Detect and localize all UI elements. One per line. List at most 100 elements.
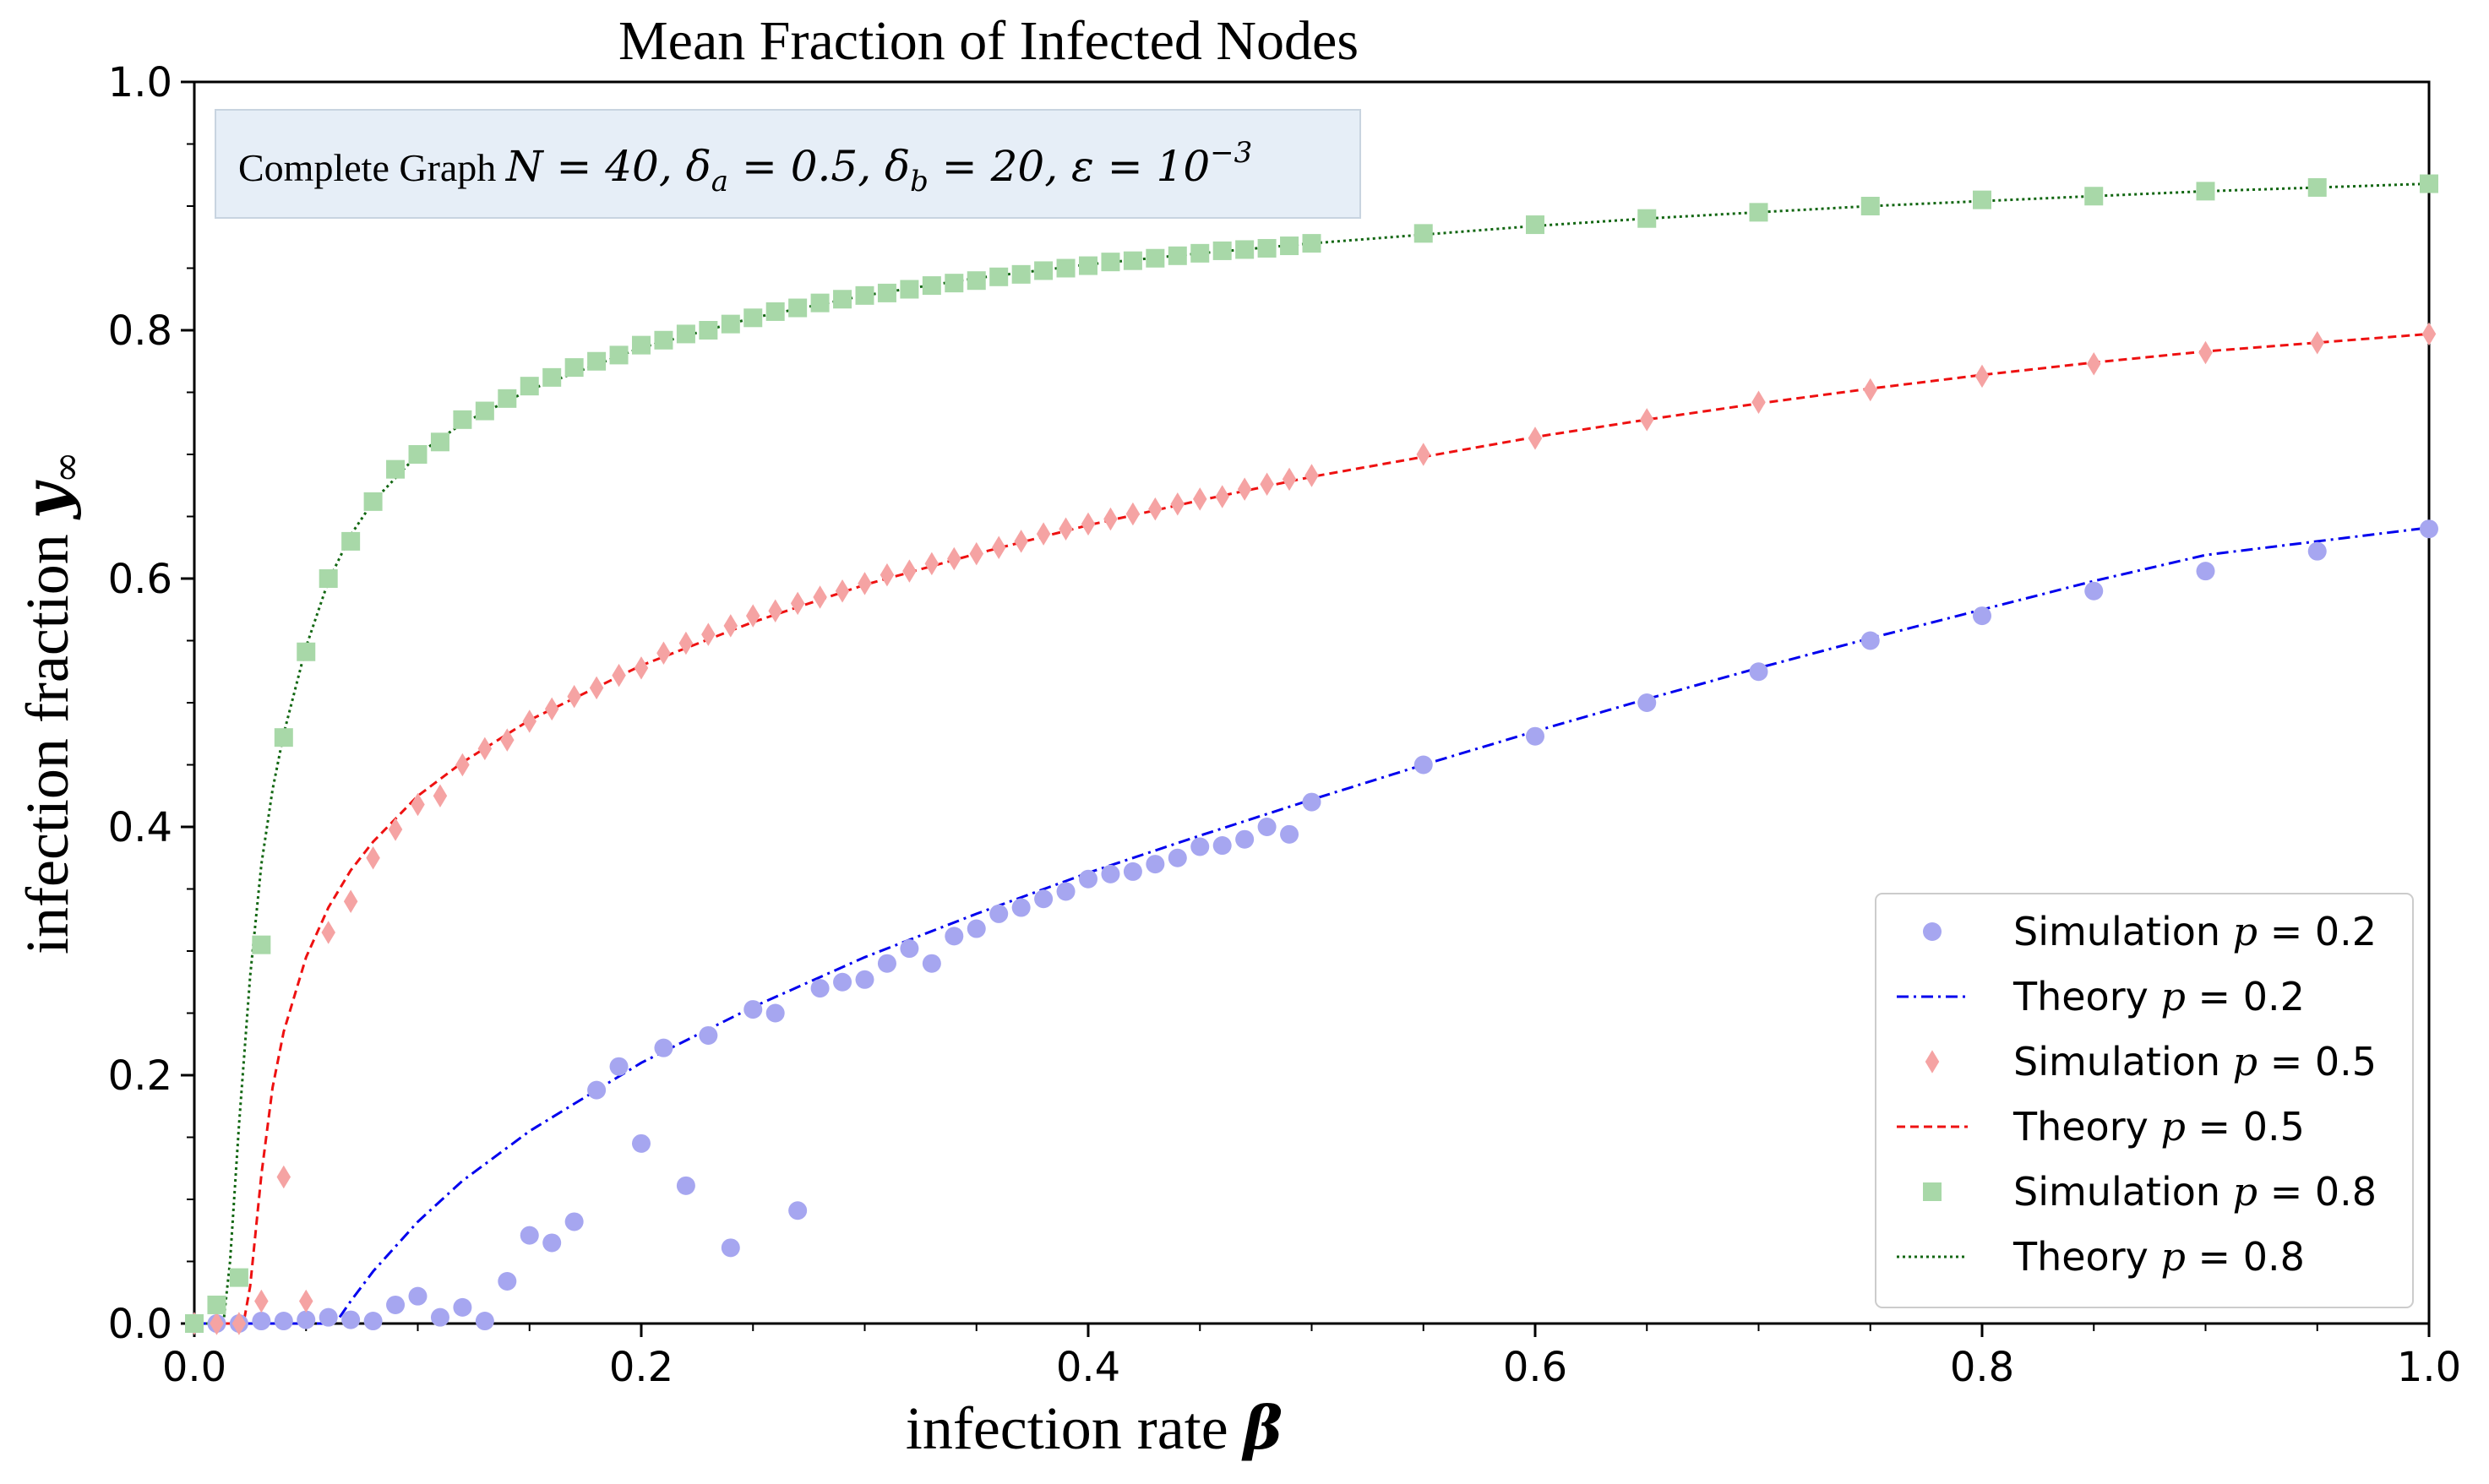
legend-label-symbol: p (2160, 974, 2185, 1019)
annotation-math-1: N = 40, δ (505, 142, 711, 191)
data-point (900, 939, 919, 959)
data-point (1280, 236, 1299, 256)
data-point (654, 330, 673, 350)
legend-label-text: Simulation (2013, 1169, 2233, 1215)
data-point (1101, 864, 1120, 883)
annotation-sub-b: b (910, 165, 929, 198)
data-point (1637, 693, 1657, 712)
data-point (2310, 330, 2324, 355)
legend-label-text: Theory (2012, 1104, 2160, 1150)
y-tick-label: 0.8 (108, 307, 172, 355)
legend-item: Theory p = 0.2 (1897, 974, 2305, 1019)
data-point (319, 1307, 338, 1327)
data-point (386, 1295, 406, 1314)
data-point (1237, 477, 1252, 501)
y-axis-label-sub: ∞ (43, 451, 89, 483)
x-tick-label: 0.8 (1950, 1344, 2014, 1391)
x-tick-label: 1.0 (2397, 1344, 2461, 1391)
legend-label-value: = 0.8 (2186, 1234, 2305, 1280)
series-simulation-p-0-2 (185, 519, 2438, 1333)
data-point (366, 846, 380, 870)
legend-label-value: = 0.8 (2258, 1169, 2377, 1215)
data-point (1416, 443, 1430, 466)
data-point (1036, 522, 1051, 546)
data-point (967, 919, 986, 938)
data-point (1863, 378, 1877, 402)
x-axis-label: infection rate β (906, 1393, 1283, 1463)
annotation-text: Complete Graph N = 40, δa = 0.5, δb = 20… (238, 136, 1252, 198)
data-point (274, 728, 293, 747)
data-point (1212, 836, 1232, 856)
data-point (477, 737, 493, 761)
data-point (544, 697, 559, 721)
data-point (743, 308, 763, 328)
data-point (765, 1003, 785, 1023)
data-point (297, 1310, 316, 1329)
data-point (1056, 258, 1076, 278)
data-point (723, 614, 738, 638)
data-point (1011, 898, 1031, 917)
theory-line (194, 332, 2430, 1325)
data-point (967, 271, 986, 291)
data-point (1413, 224, 1433, 243)
data-point (1526, 726, 1544, 746)
data-point (2420, 519, 2438, 539)
data-point (902, 559, 917, 583)
legend-label-text: Simulation (2013, 909, 2233, 954)
data-point (319, 569, 338, 588)
data-point (1526, 215, 1544, 235)
data-point (2421, 322, 2437, 346)
data-point (341, 1310, 361, 1329)
data-point (1146, 855, 1165, 874)
data-point (453, 410, 472, 429)
legend-label-value: = 0.5 (2258, 1039, 2377, 1084)
y-axis: 0.0 0.2 0.4 0.6 0.8 1.0 (108, 59, 194, 1348)
data-point (475, 401, 494, 421)
data-point (1011, 264, 1031, 284)
legend-label: Theory p = 0.2 (2012, 974, 2305, 1019)
data-point (676, 1176, 695, 1195)
data-point (564, 358, 584, 378)
data-point (1056, 882, 1076, 901)
data-point (612, 663, 626, 688)
legend-label-value: = 0.5 (2186, 1104, 2305, 1150)
data-point (1212, 241, 1232, 260)
data-point (341, 531, 361, 551)
data-point (813, 585, 827, 609)
data-point (589, 676, 604, 700)
data-point (500, 728, 515, 752)
legend-label: Theory p = 0.8 (2012, 1234, 2305, 1280)
data-point (788, 1201, 808, 1220)
x-axis-label-text: infection rate (906, 1394, 1228, 1462)
legend: Simulation p = 0.2 Theory p = 0.2 Simulati… (1875, 893, 2414, 1308)
chart-title: Mean Fraction of Infected Nodes (618, 10, 1359, 72)
data-point (634, 656, 649, 680)
data-point (810, 979, 830, 998)
data-point (2198, 340, 2213, 365)
legend-label: Theory p = 0.5 (2012, 1104, 2305, 1150)
data-point (768, 599, 782, 622)
data-point (475, 1312, 494, 1331)
data-point (1860, 631, 1880, 650)
data-point (2307, 541, 2327, 561)
data-point (877, 283, 896, 302)
data-point (1974, 364, 1990, 389)
data-point (252, 1312, 271, 1331)
series-theory-p-0-5 (194, 332, 2430, 1325)
legend-label-text: Theory (2012, 1234, 2160, 1280)
y-tick-label: 0.0 (108, 1301, 172, 1348)
legend-label-value: = 0.2 (2258, 909, 2377, 954)
data-point (877, 954, 896, 973)
legend-marker (1923, 1182, 1942, 1201)
y-axis-label-text: infection fraction (14, 534, 81, 954)
data-point (321, 921, 335, 944)
series-theory-p-0-8 (194, 182, 2430, 1325)
legend-label-symbol: p (2160, 1234, 2185, 1280)
annotation-prefix: Complete Graph (238, 146, 506, 189)
data-point (746, 604, 760, 628)
data-point (522, 709, 536, 733)
data-point (430, 1307, 449, 1327)
annotation-math-3: = 20, ε = 10 (929, 142, 1210, 191)
legend-item: Simulation p = 0.8 (1923, 1169, 2377, 1215)
data-point (1257, 818, 1277, 836)
